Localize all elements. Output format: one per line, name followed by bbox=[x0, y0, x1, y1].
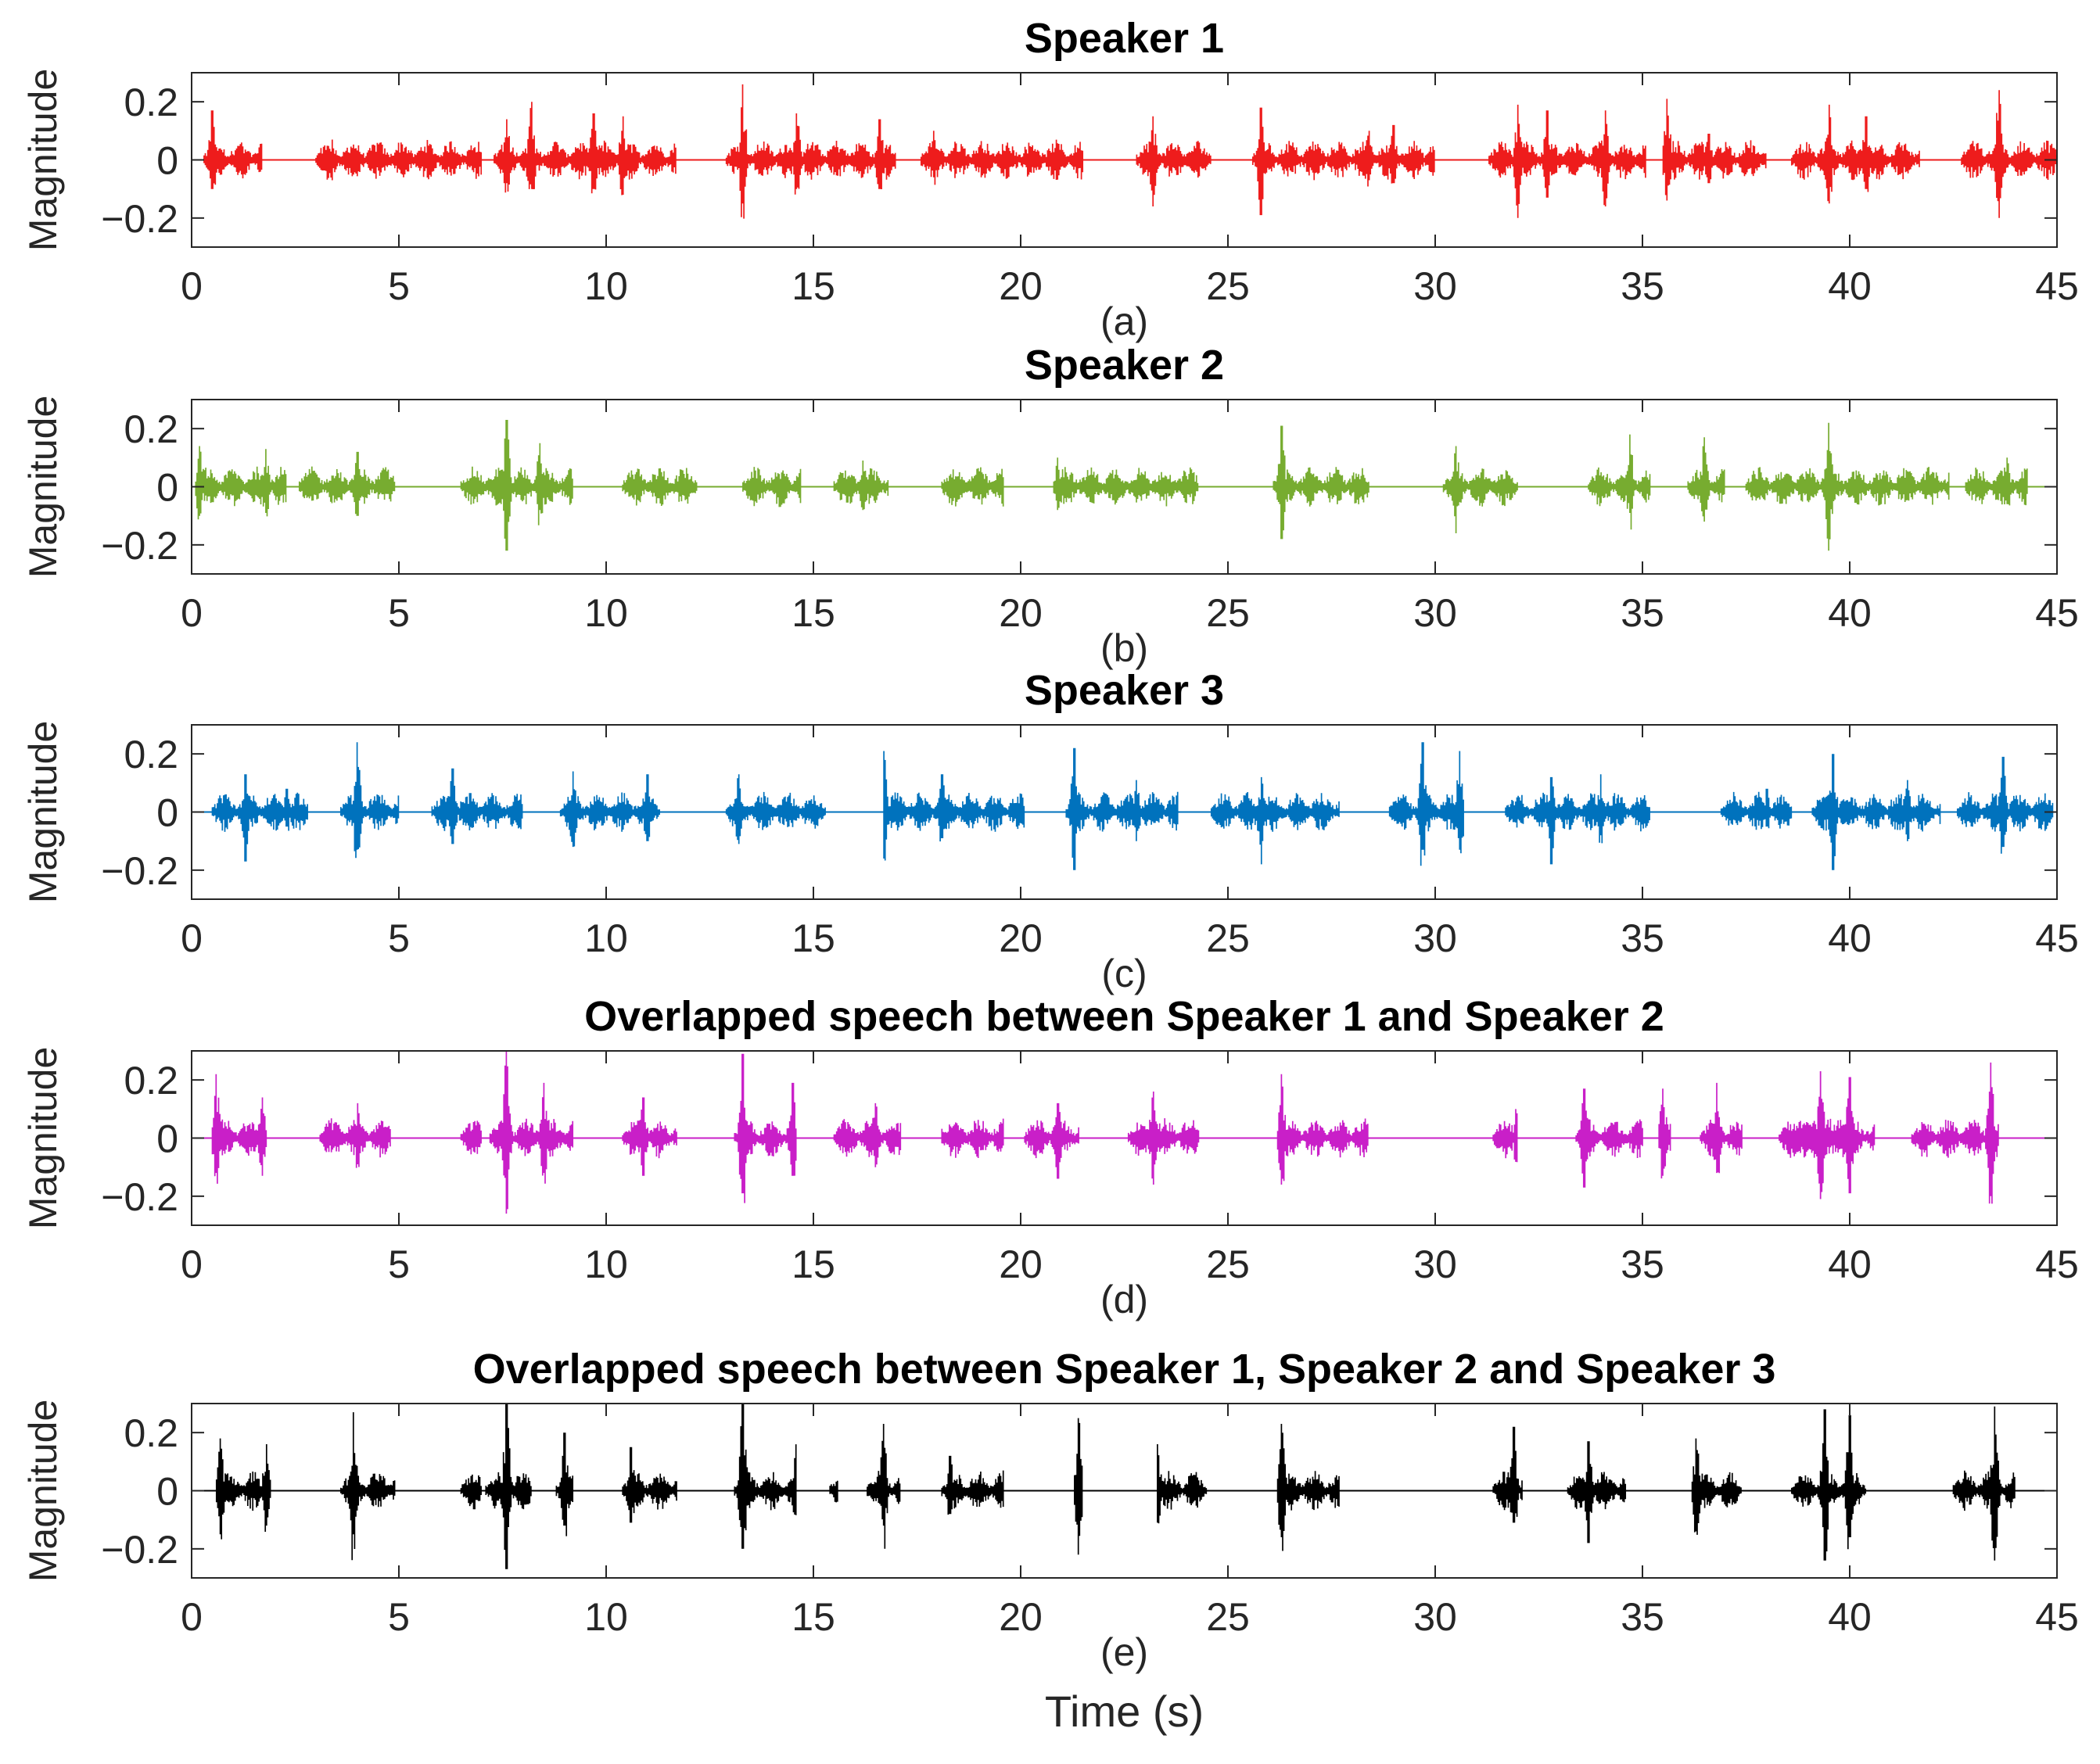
x-tick-label: 30 bbox=[1413, 1242, 1457, 1286]
x-tick-label: 0 bbox=[181, 1242, 203, 1286]
x-tick-label: 20 bbox=[999, 916, 1043, 960]
x-axis-label: Time (s) bbox=[1045, 1687, 1204, 1736]
x-tick-label: 45 bbox=[2035, 264, 2079, 308]
y-tick-label: 0.2 bbox=[124, 407, 178, 451]
y-axis-label: Magnitude bbox=[21, 396, 65, 579]
x-tick-label: 25 bbox=[1206, 1595, 1250, 1639]
x-tick-label: 40 bbox=[1828, 916, 1872, 960]
x-tick-label: 5 bbox=[388, 916, 410, 960]
x-tick-label: 45 bbox=[2035, 1595, 2079, 1639]
y-tick-label: −0.2 bbox=[101, 524, 178, 568]
x-tick-label: 40 bbox=[1828, 264, 1872, 308]
y-tick-label: 0 bbox=[156, 466, 178, 510]
chart-title: Overlapped speech between Speaker 1, Spe… bbox=[473, 1346, 1776, 1393]
x-tick-label: 30 bbox=[1413, 916, 1457, 960]
y-tick-label: 0.2 bbox=[124, 733, 178, 776]
chart-title: Speaker 2 bbox=[1025, 342, 1224, 389]
x-tick-label: 5 bbox=[388, 591, 410, 635]
x-tick-label: 5 bbox=[388, 264, 410, 308]
series-waveform-path bbox=[211, 742, 2054, 870]
x-tick-label: 35 bbox=[1621, 264, 1664, 308]
series-waveform-path bbox=[195, 420, 2028, 551]
x-tick-label: 25 bbox=[1206, 1242, 1250, 1286]
series-waveform bbox=[192, 420, 2057, 551]
x-tick-label: 10 bbox=[584, 264, 628, 308]
x-tick-label: 15 bbox=[792, 264, 835, 308]
x-tick-label: 30 bbox=[1413, 1595, 1457, 1639]
x-tick-label: 10 bbox=[584, 591, 628, 635]
x-tick-label: 35 bbox=[1621, 916, 1664, 960]
y-tick-label: 0.2 bbox=[124, 81, 178, 124]
y-tick-label: −0.2 bbox=[101, 1175, 178, 1219]
x-tick-label: 20 bbox=[999, 591, 1043, 635]
x-tick-label: 45 bbox=[2035, 916, 2079, 960]
y-tick-label: −0.2 bbox=[101, 849, 178, 893]
y-axis-label: Magnitude bbox=[21, 1047, 65, 1230]
x-tick-label: 0 bbox=[181, 916, 203, 960]
series-waveform bbox=[192, 1051, 2057, 1214]
panel-label: (a) bbox=[1100, 299, 1148, 343]
y-tick-label: −0.2 bbox=[101, 1528, 178, 1572]
x-tick-label: 45 bbox=[2035, 591, 2079, 635]
y-tick-label: 0 bbox=[156, 791, 178, 835]
y-axis-label: Magnitude bbox=[21, 69, 65, 252]
series-waveform bbox=[192, 742, 2057, 870]
series-waveform-path bbox=[203, 84, 2058, 219]
chart-title: Overlapped speech between Speaker 1 and … bbox=[584, 993, 1664, 1040]
series-waveform-path bbox=[215, 1404, 2016, 1569]
x-tick-label: 10 bbox=[584, 1595, 628, 1639]
x-tick-label: 15 bbox=[792, 916, 835, 960]
x-tick-label: 25 bbox=[1206, 916, 1250, 960]
panel-label: (b) bbox=[1100, 626, 1148, 670]
x-tick-label: 25 bbox=[1206, 591, 1250, 635]
x-tick-label: 30 bbox=[1413, 591, 1457, 635]
x-tick-label: 35 bbox=[1621, 1595, 1664, 1639]
y-tick-label: 0.2 bbox=[124, 1411, 178, 1455]
chart-title: Speaker 1 bbox=[1025, 15, 1224, 62]
x-tick-label: 10 bbox=[584, 1242, 628, 1286]
x-tick-label: 20 bbox=[999, 1242, 1043, 1286]
series-waveform bbox=[192, 84, 2058, 219]
chart-title: Speaker 3 bbox=[1025, 667, 1224, 714]
x-tick-label: 0 bbox=[181, 1595, 203, 1639]
x-tick-label: 45 bbox=[2035, 1242, 2079, 1286]
x-tick-label: 5 bbox=[388, 1242, 410, 1286]
x-tick-label: 40 bbox=[1828, 1595, 1872, 1639]
y-axis-label: Magnitude bbox=[21, 721, 65, 904]
x-tick-label: 20 bbox=[999, 1595, 1043, 1639]
x-tick-label: 0 bbox=[181, 264, 203, 308]
x-tick-label: 30 bbox=[1413, 264, 1457, 308]
x-tick-label: 35 bbox=[1621, 1242, 1664, 1286]
x-tick-label: 15 bbox=[792, 1595, 835, 1639]
y-axis-label: Magnitude bbox=[21, 1400, 65, 1583]
y-tick-label: 0 bbox=[156, 1117, 178, 1161]
x-tick-label: 40 bbox=[1828, 591, 1872, 635]
x-tick-label: 25 bbox=[1206, 264, 1250, 308]
series-waveform bbox=[192, 1404, 2057, 1569]
x-tick-label: 10 bbox=[584, 916, 628, 960]
panel-label: (e) bbox=[1100, 1630, 1148, 1674]
x-tick-label: 40 bbox=[1828, 1242, 1872, 1286]
y-tick-label: 0.2 bbox=[124, 1059, 178, 1102]
x-tick-label: 5 bbox=[388, 1595, 410, 1639]
series-waveform-path bbox=[211, 1051, 1999, 1214]
x-tick-label: 15 bbox=[792, 591, 835, 635]
x-tick-label: 20 bbox=[999, 264, 1043, 308]
x-tick-label: 35 bbox=[1621, 591, 1664, 635]
x-tick-label: 0 bbox=[181, 591, 203, 635]
panel-label: (d) bbox=[1100, 1278, 1148, 1321]
y-tick-label: −0.2 bbox=[101, 197, 178, 241]
y-tick-label: 0 bbox=[156, 139, 178, 183]
panel-label: (c) bbox=[1101, 952, 1147, 995]
y-tick-label: 0 bbox=[156, 1470, 178, 1514]
x-tick-label: 15 bbox=[792, 1242, 835, 1286]
